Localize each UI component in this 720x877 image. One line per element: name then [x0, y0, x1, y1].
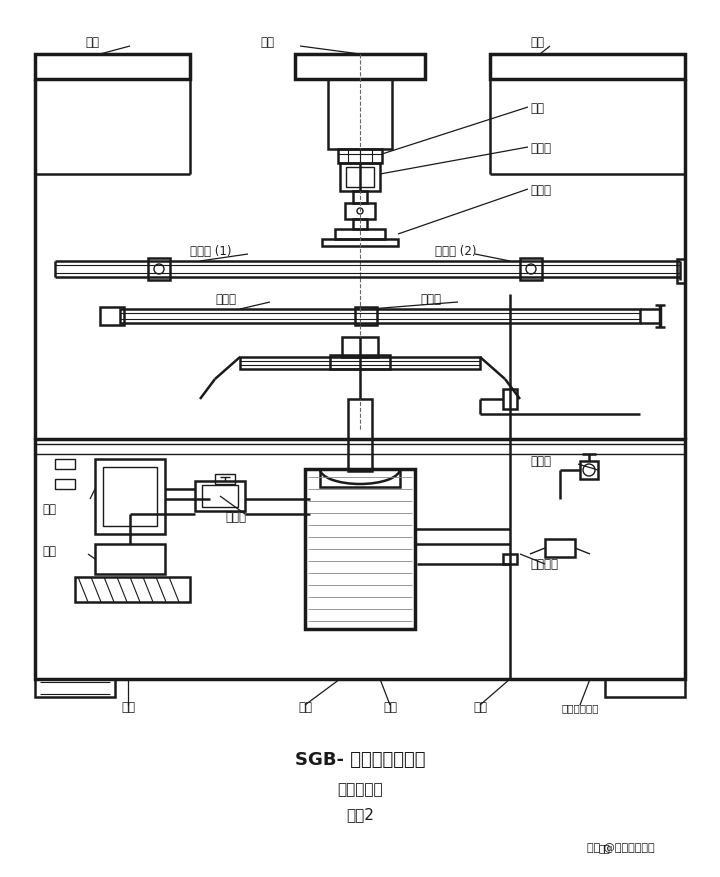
Bar	[148, 259, 170, 281]
Text: 平衡镇 (1): 平衡镇 (1)	[190, 246, 232, 258]
Bar	[95, 460, 165, 534]
Bar	[202, 486, 238, 508]
Bar	[330, 355, 390, 369]
Text: 盖板: 盖板	[530, 35, 544, 48]
Text: 知乎 @苏州科准测控: 知乎 @苏州科准测控	[588, 842, 655, 852]
Text: 立柱: 立柱	[260, 35, 274, 48]
Text: 调节阀: 调节阀	[530, 455, 551, 468]
Text: 电磁阀: 电磁阀	[225, 511, 246, 524]
Bar	[545, 539, 575, 558]
Text: 活塞: 活塞	[298, 701, 312, 714]
Bar	[346, 168, 374, 188]
Bar	[490, 55, 685, 80]
Bar	[55, 460, 75, 469]
Text: 盖板: 盖板	[85, 35, 99, 48]
Bar	[520, 259, 542, 281]
Bar	[240, 358, 480, 369]
Text: 拉杆: 拉杆	[473, 701, 487, 714]
Bar	[305, 469, 415, 630]
Bar	[295, 55, 425, 80]
Bar	[340, 164, 380, 192]
Text: 油缸: 油缸	[383, 701, 397, 714]
Bar	[353, 192, 367, 203]
Text: 传感器: 传感器	[530, 141, 551, 154]
Text: 限位开关: 限位开关	[530, 558, 558, 571]
Bar	[348, 400, 372, 472]
Bar	[355, 308, 377, 325]
Text: 油泵: 油泵	[42, 545, 56, 558]
Bar	[503, 554, 517, 565]
Bar	[335, 230, 385, 239]
Bar	[605, 679, 685, 697]
Bar	[353, 220, 367, 230]
Bar	[120, 310, 640, 324]
Bar	[95, 545, 165, 574]
Bar	[503, 389, 517, 410]
Bar	[35, 679, 115, 697]
Bar	[328, 80, 392, 150]
Bar	[677, 260, 685, 283]
Bar	[215, 474, 235, 484]
Text: SGB- 卧型抗折试验机: SGB- 卧型抗折试验机	[294, 750, 426, 768]
Text: 油筒: 油筒	[121, 701, 135, 714]
Text: 上压钢: 上压钢	[530, 183, 551, 196]
Text: 知乎: 知乎	[598, 842, 610, 852]
Text: 附图2: 附图2	[346, 807, 374, 822]
Bar	[345, 203, 375, 220]
Bar	[320, 469, 400, 488]
Text: 电路板数显板: 电路板数显板	[562, 702, 599, 712]
Bar	[195, 481, 245, 511]
Text: 电机: 电机	[42, 503, 56, 516]
Text: 平衡镇 (2): 平衡镇 (2)	[435, 246, 477, 258]
Text: 定位块: 定位块	[420, 293, 441, 306]
Bar	[580, 461, 598, 480]
Text: 支承柱: 支承柱	[215, 293, 236, 306]
Bar	[342, 338, 378, 358]
Bar	[55, 480, 75, 489]
Bar	[35, 439, 685, 679]
Bar	[103, 467, 157, 526]
Bar	[100, 308, 124, 325]
Bar	[322, 239, 398, 246]
Text: 螺栓: 螺栓	[530, 102, 544, 114]
Bar	[338, 150, 382, 164]
Bar	[35, 55, 190, 80]
Text: 机机结构图: 机机结构图	[337, 781, 383, 796]
Bar	[75, 577, 190, 602]
